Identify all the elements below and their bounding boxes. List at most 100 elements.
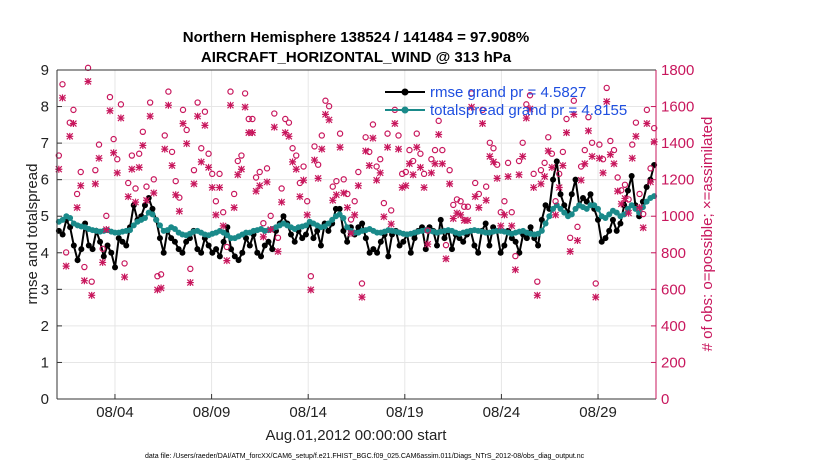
obs-assimilated-marker (468, 103, 476, 111)
y-tick-label-right: 1400 (661, 135, 694, 152)
obs-assimilated-glyph (522, 114, 530, 122)
series-point-rmse (115, 235, 122, 242)
footer-data-file: data file: /Users/raeder/DAI/ATM_forcXX/… (145, 453, 585, 460)
obs-assimilated-marker (435, 130, 443, 138)
obs-assimilated-glyph (150, 189, 158, 197)
x-tick-label: 08/14 (289, 404, 327, 421)
obs-assimilated-marker (234, 171, 242, 179)
obs-possible-marker (355, 168, 362, 176)
obs-possible-marker (161, 132, 168, 139)
obs-assimilated-marker (281, 129, 289, 137)
obs-possible-marker (216, 170, 223, 178)
series-point-rmse (209, 249, 216, 256)
obs-possible-marker (59, 81, 66, 88)
obs-assimilated-glyph (537, 180, 545, 188)
obs-possible-marker (300, 163, 307, 170)
obs-possible-marker (263, 165, 271, 172)
obs-possible-marker (468, 90, 475, 97)
obs-assimilated-glyph (552, 211, 560, 219)
obs-assimilated-marker (541, 173, 549, 181)
obs-assimilated-glyph (84, 77, 92, 85)
obs-possible-marker (621, 181, 629, 189)
obs-possible-marker (135, 150, 143, 157)
obs-possible-marker (501, 198, 508, 205)
obs-assimilated-marker (453, 209, 461, 217)
series-point-totalspread (568, 211, 575, 218)
y-tick-label: 4 (41, 245, 49, 262)
obs-assimilated-glyph (479, 120, 487, 128)
obs-assimilated-marker (500, 211, 508, 219)
obs-assimilated-marker (259, 233, 267, 241)
obs-assimilated-glyph (248, 129, 256, 137)
obs-assimilated-marker (124, 193, 132, 201)
obs-assimilated-glyph (270, 123, 278, 131)
obs-possible-marker (336, 130, 344, 137)
series-point-rmse (572, 176, 579, 183)
obs-assimilated-glyph (457, 211, 465, 219)
obs-assimilated-marker (69, 120, 77, 128)
obs-assimilated-glyph (636, 204, 644, 212)
obs-assimilated-glyph (409, 171, 417, 179)
obs-assimilated-marker (66, 132, 74, 140)
obs-assimilated-marker (161, 145, 169, 153)
series-point-rmse (527, 224, 534, 231)
y-tick-label-right: 1200 (661, 172, 694, 189)
obs-assimilated-glyph (584, 127, 592, 135)
series-point-rmse (194, 246, 201, 253)
obs-possible-marker (384, 130, 391, 137)
obs-possible-marker (632, 119, 640, 126)
obs-assimilated-marker (636, 204, 644, 212)
series-point-rmse (594, 216, 601, 223)
obs-possible-marker (526, 92, 534, 99)
legend: rmse grand pr = 4.5827 totalspread grand… (385, 84, 627, 119)
obs-assimilated-marker (519, 152, 527, 160)
y-tick-label: 3 (41, 281, 49, 298)
obs-possible-marker (629, 141, 636, 148)
obs-assimilated-marker (347, 229, 355, 237)
obs-possible-marker (245, 115, 252, 123)
obs-assimilated-marker (398, 183, 406, 191)
obs-assimilated-glyph (482, 196, 490, 204)
obs-assimilated-marker (73, 204, 81, 212)
series-point-rmse (385, 253, 392, 260)
chart-subtitle: AIRCRAFT_HORIZONTAL_WIND @ 313 hPa (201, 49, 512, 66)
obs-assimilated-marker (588, 152, 596, 160)
obs-assimilated-glyph (413, 143, 421, 151)
obs-assimilated-glyph (369, 134, 377, 142)
obs-possible-marker (176, 194, 183, 201)
obs-possible-marker (442, 241, 450, 249)
series-point-rmse (112, 264, 119, 271)
obs-possible-marker (428, 156, 435, 163)
obs-assimilated-glyph (628, 154, 636, 162)
obs-assimilated-marker (274, 247, 282, 255)
series-point-totalspread (344, 224, 351, 231)
obs-possible-marker (212, 198, 220, 205)
obs-assimilated-marker (153, 286, 161, 294)
obs-assimilated-marker (314, 174, 322, 182)
obs-assimilated-marker (486, 152, 494, 160)
series-point-rmse (624, 187, 631, 194)
series-point-rmse (205, 242, 212, 249)
obs-possible-marker (420, 170, 428, 178)
obs-assimilated-marker (102, 226, 110, 234)
obs-assimilated-glyph (504, 173, 512, 181)
obs-assimilated-glyph (263, 178, 271, 186)
obs-assimilated-glyph (113, 169, 121, 177)
series-point-rmse (366, 249, 373, 256)
obs-assimilated-glyph (132, 198, 140, 206)
obs-assimilated-marker (416, 163, 424, 171)
series-point-rmse (179, 249, 186, 256)
obs-assimilated-glyph (205, 163, 213, 171)
y-tick-label-right: 200 (661, 354, 686, 371)
y-axis-label: rmse and totalspread (24, 164, 41, 305)
series-point-rmse (471, 242, 478, 249)
series-point-rmse (325, 227, 332, 234)
series-point-rmse (456, 235, 463, 242)
obs-assimilated-glyph (91, 180, 99, 188)
obs-assimilated-marker (424, 240, 432, 248)
obs-possible-marker (117, 101, 125, 108)
x-axis-label: Aug.01,2012 00:00:00 start (266, 427, 448, 444)
series-point-totalspread (340, 215, 347, 222)
obs-assimilated-marker (245, 129, 253, 137)
obs-assimilated-glyph (318, 145, 326, 153)
